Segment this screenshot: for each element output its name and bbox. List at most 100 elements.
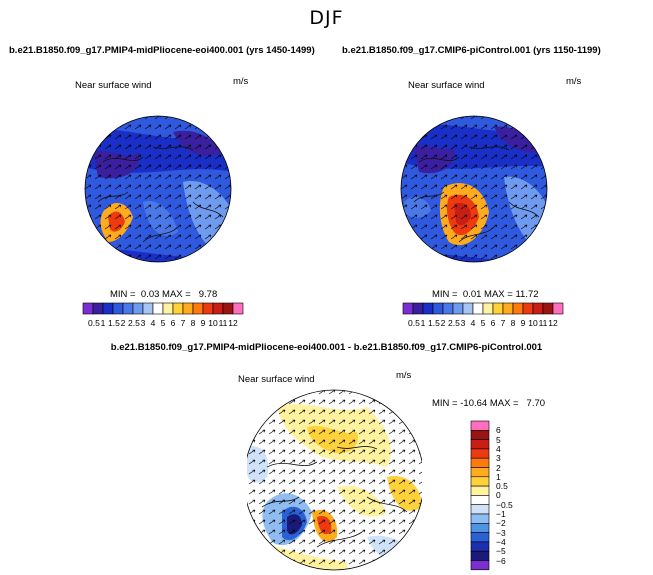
colorbar-tick-label: 7: [180, 318, 186, 328]
colorbar-tick-label: 2.5: [448, 318, 460, 328]
colorbar-swatch: [402, 302, 414, 315]
colorbar-swatch: [470, 504, 490, 515]
colorbar-swatch: [470, 495, 490, 506]
colorbar-tick-label: 3: [496, 453, 501, 464]
colorbar-tick-label: 3: [140, 318, 146, 328]
colorbar-swatch: [470, 550, 490, 561]
left-units-label: m/s: [233, 76, 249, 87]
colorbar-swatch: [162, 302, 174, 315]
colorbar-swatch: [470, 420, 490, 431]
colorbar-tick-label: −5: [496, 546, 506, 557]
colorbar-swatch: [412, 302, 424, 315]
colorbar-tick-label: 5: [160, 318, 166, 328]
right-case-title: b.e21.B1850.f09_g17.CMIP6-piControl.001 …: [342, 45, 601, 56]
colorbar-swatch: [172, 302, 184, 315]
left-colorbar: [82, 302, 244, 315]
diff-polar-map: [247, 389, 422, 571]
colorbar-swatch: [470, 513, 490, 524]
right-units-label: m/s: [566, 76, 582, 87]
colorbar-tick-label: −2: [496, 518, 506, 529]
colorbar-tick-label: 3: [460, 318, 466, 328]
colorbar-tick-label: 6: [496, 425, 501, 436]
colorbar-tick-label: 4: [496, 443, 501, 454]
colorbar-swatch: [532, 302, 544, 315]
colorbar-swatch: [470, 560, 490, 571]
colorbar-swatch: [470, 430, 490, 440]
right-colorbar-labels: 0.5 1 1.5 2 2.5 3 4 5 6 7 8 9 10 11 12: [402, 318, 577, 330]
colorbar-swatch: [470, 448, 490, 459]
colorbar-tick-label: −4: [496, 536, 506, 547]
colorbar-tick-label: 1.5: [108, 318, 120, 328]
colorbar-swatch: [432, 302, 444, 315]
colorbar-swatch: [452, 302, 464, 315]
colorbar-tick-label: 9: [520, 318, 526, 328]
colorbar-swatch: [470, 457, 490, 468]
diff-colorbar-labels: 6 5 4 3 2 1 0.5 0 −0.5 −1 −2 −3 −4 −5 −6: [496, 420, 536, 572]
colorbar-tick-label: 1: [100, 318, 106, 328]
colorbar-tick-label: 11: [538, 318, 548, 328]
left-case-title: b.e21.B1850.f09_g17.PMIP4-midPliocene-eo…: [9, 45, 315, 56]
colorbar-tick-label: 10: [528, 318, 538, 328]
diff-units-label: m/s: [396, 370, 412, 381]
colorbar-swatch: [470, 541, 490, 552]
colorbar-tick-label: 0: [496, 490, 501, 501]
colorbar-tick-label: 10: [208, 318, 218, 328]
colorbar-tick-label: −0.5: [496, 499, 513, 510]
colorbar-tick-label: 6: [490, 318, 496, 328]
colorbar-tick-label: 9: [200, 318, 206, 328]
colorbar-tick-label: 2: [120, 318, 126, 328]
colorbar-tick-label: −1: [496, 509, 506, 519]
colorbar-swatch: [152, 302, 164, 315]
colorbar-swatch: [522, 302, 534, 315]
colorbar-swatch: [470, 485, 490, 496]
colorbar-tick-label: 2: [440, 318, 446, 328]
left-min-max: MIN = 0.03 MAX = 9.78: [110, 289, 218, 300]
colorbar-swatch: [92, 302, 104, 315]
colorbar-tick-label: 12: [548, 318, 558, 328]
colorbar-tick-label: 0.5: [88, 318, 100, 328]
colorbar-swatch: [470, 532, 490, 543]
colorbar-tick-label: 8: [510, 318, 516, 328]
colorbar-swatch: [112, 302, 124, 315]
colorbar-swatch: [502, 302, 514, 315]
colorbar-tick-label: 2: [496, 462, 501, 473]
colorbar-swatch: [470, 439, 490, 450]
colorbar-tick-label: 0.5: [408, 318, 420, 328]
colorbar-swatch: [82, 302, 94, 315]
colorbar-swatch: [552, 302, 564, 315]
colorbar-swatch: [462, 302, 474, 315]
colorbar-swatch: [212, 302, 224, 315]
colorbar-swatch: [472, 302, 484, 315]
colorbar-swatch: [492, 302, 504, 315]
left-colorbar-labels: 0.5 1 1.5 2 2.5 3 4 5 6 7 8 9 10 11 12: [82, 318, 257, 330]
colorbar-swatch: [122, 302, 134, 315]
colorbar-tick-label: 2.5: [128, 318, 140, 328]
colorbar-tick-label: −3: [496, 527, 506, 538]
colorbar-tick-label: 12: [228, 318, 238, 328]
diff-variable-label: Near surface wind: [238, 374, 315, 385]
colorbar-swatch: [192, 302, 204, 315]
colorbar-swatch: [222, 302, 234, 315]
colorbar-swatch: [470, 467, 490, 478]
colorbar-swatch: [470, 523, 490, 533]
diff-case-title: b.e21.B1850.f09_g17.PMIP4-midPliocene-eo…: [110, 342, 543, 353]
left-variable-label: Near surface wind: [75, 80, 152, 91]
colorbar-swatch: [422, 302, 434, 315]
colorbar-tick-label: 4: [470, 318, 476, 328]
right-variable-label: Near surface wind: [408, 80, 485, 91]
diff-colorbar: [470, 420, 490, 571]
right-min-max: MIN = 0.01 MAX = 11.72: [432, 289, 539, 300]
colorbar-swatch: [512, 302, 524, 315]
colorbar-tick-label: 1.5: [428, 318, 440, 328]
diff-min-max: MIN = -10.64 MAX = 7.70: [432, 398, 546, 409]
right-colorbar: [402, 302, 564, 315]
colorbar-swatch: [142, 302, 154, 315]
colorbar-tick-label: 8: [190, 318, 196, 328]
colorbar-swatch: [232, 302, 244, 315]
colorbar-tick-label: 1: [496, 471, 501, 482]
left-polar-map: [84, 115, 232, 263]
colorbar-tick-label: 6: [170, 318, 176, 328]
colorbar-swatch: [470, 476, 490, 487]
colorbar-tick-label: 0.5: [496, 481, 508, 492]
season-title: DJF: [309, 7, 344, 29]
